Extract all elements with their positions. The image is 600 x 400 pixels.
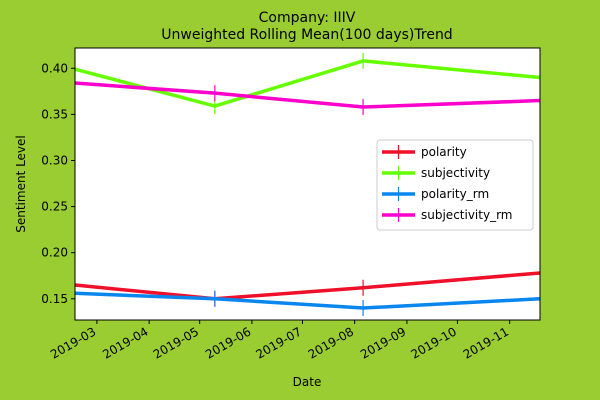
y-tick-label: 0.30	[41, 153, 68, 167]
legend-label-polarity: polarity	[421, 145, 467, 159]
x-tick-label: 2019-03	[48, 324, 98, 361]
series-layer	[74, 52, 541, 317]
series-line-polarity	[74, 271, 541, 301]
data-point-subjectivity	[359, 52, 368, 69]
y-tick-label: 0.35	[41, 107, 68, 121]
legend-box	[376, 139, 534, 231]
data-point-polarity_rm	[210, 290, 219, 307]
x-tick-label: 2019-11	[461, 324, 511, 361]
y-tick-label: 0.40	[41, 61, 68, 75]
chart-subtitle: Unweighted Rolling Mean(100 days)Trend	[161, 27, 452, 43]
y-tick-label: 0.15	[41, 292, 68, 306]
x-axis: 2019-03 2019-04 2019-05 2019-06 2019-07 2019-…	[48, 320, 511, 362]
y-axis-label: Sentiment Level	[14, 135, 28, 233]
y-tick-label: 0.20	[41, 246, 68, 260]
x-tick-label: 2019-10	[409, 324, 459, 361]
y-tick-label: 0.25	[41, 200, 68, 214]
data-point-subjectivity_rm	[359, 99, 368, 116]
legend-label-polarity_rm: polarity_rm	[421, 187, 489, 201]
x-tick-label: 2019-04	[100, 324, 150, 361]
y-axis: 0.15 0.20 0.25 0.30 0.35 0.40	[41, 61, 75, 306]
x-tick-label: 2019-06	[203, 324, 253, 361]
data-point-polarity_rm	[359, 300, 368, 317]
x-tick-label: 2019-08	[306, 324, 356, 361]
x-tick-label: 2019-09	[358, 324, 408, 361]
legend-label-subjectivity: subjectivity	[421, 166, 490, 180]
data-point-subjectivity_rm	[210, 85, 219, 102]
legend: polarity subjectivity polarity_rm subjectiv…	[376, 139, 534, 231]
chart-title: Company: IIIV	[259, 10, 356, 26]
x-axis-label: Date	[293, 375, 322, 389]
x-tick-label: 2019-07	[254, 324, 304, 361]
plot-frame	[74, 47, 541, 321]
series-line-polarity_rm	[74, 291, 541, 310]
x-tick-label: 2019-05	[151, 324, 201, 361]
legend-label-subjectivity_rm: subjectivity_rm	[421, 208, 512, 222]
data-point-polarity	[359, 279, 368, 296]
series-line-subjectivity_rm	[74, 81, 541, 109]
